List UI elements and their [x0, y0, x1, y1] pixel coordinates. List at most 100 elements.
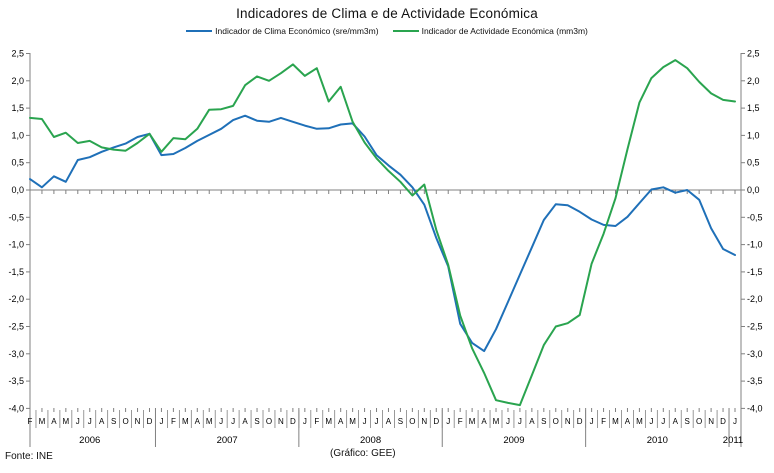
- y-tick-label-right: -4,0: [747, 403, 763, 413]
- month-letter: D: [290, 417, 296, 426]
- month-letter: A: [338, 417, 344, 426]
- month-letter: F: [28, 417, 33, 426]
- clima-line-swatch-icon: [186, 30, 213, 32]
- month-letter: A: [386, 417, 392, 426]
- y-tick-label-left: -3,0: [8, 349, 24, 359]
- month-letter: J: [506, 417, 510, 426]
- month-letter: J: [303, 417, 307, 426]
- y-tick-label-right: -2,0: [747, 294, 763, 304]
- month-letter: J: [733, 417, 737, 426]
- y-tick-label-right: 2,5: [747, 49, 760, 59]
- y-tick-label-right: -3,0: [747, 349, 763, 359]
- month-letter: J: [661, 417, 665, 426]
- y-tick-label-left: -1,5: [8, 267, 24, 277]
- year-label: 2010: [647, 435, 668, 446]
- month-letter: A: [625, 417, 631, 426]
- month-letter: A: [673, 417, 679, 426]
- year-label: 2007: [217, 435, 238, 446]
- month-letter: N: [421, 417, 427, 426]
- month-letter: A: [481, 417, 487, 426]
- year-label: 2009: [503, 435, 524, 446]
- month-letter: S: [398, 417, 403, 426]
- month-letter: S: [541, 417, 546, 426]
- y-tick-label-right: 1,0: [747, 130, 760, 140]
- y-tick-label-left: -1,0: [8, 240, 24, 250]
- month-letter: J: [590, 417, 594, 426]
- y-tick-label-right: -1,0: [747, 240, 763, 250]
- month-letter: A: [242, 417, 248, 426]
- month-letter: J: [159, 417, 163, 426]
- month-letter: A: [195, 417, 201, 426]
- y-tick-label-left: 1,5: [11, 103, 24, 113]
- month-letter: M: [349, 417, 356, 426]
- month-letter: O: [122, 417, 128, 426]
- month-letter: F: [458, 417, 463, 426]
- y-tick-label-left: 0,0: [11, 185, 24, 195]
- month-letter: N: [565, 417, 571, 426]
- month-letter: F: [171, 417, 176, 426]
- month-letter: A: [51, 417, 57, 426]
- year-label: 2006: [79, 435, 100, 446]
- month-letter: D: [577, 417, 583, 426]
- y-tick-label-right: 0,0: [747, 185, 760, 195]
- year-label: 2011: [723, 435, 743, 446]
- month-letter: S: [254, 417, 259, 426]
- y-tick-label-right: -0,5: [747, 212, 763, 222]
- y-tick-label-left: -0,5: [8, 212, 24, 222]
- actividade-line-swatch-icon: [392, 30, 419, 32]
- year-label: 2008: [360, 435, 381, 446]
- month-letter: F: [601, 417, 606, 426]
- month-letter: J: [518, 417, 522, 426]
- legend-item-actividade: Indicador de Actividade Económica (mm3m): [392, 26, 588, 36]
- month-letter: A: [99, 417, 105, 426]
- y-tick-label-left: -2,0: [8, 294, 24, 304]
- y-tick-label-right: 0,5: [747, 158, 760, 168]
- month-letter: M: [469, 417, 476, 426]
- month-letter: M: [493, 417, 500, 426]
- month-letter: J: [219, 417, 223, 426]
- month-letter: M: [182, 417, 189, 426]
- month-letter: D: [720, 417, 726, 426]
- y-tick-label-right: 1,5: [747, 103, 760, 113]
- month-letter: J: [446, 417, 450, 426]
- y-tick-label-left: 2,0: [11, 76, 24, 86]
- legend-label-actividade: Indicador de Actividade Económica (mm3m): [421, 26, 588, 36]
- month-letter: M: [206, 417, 213, 426]
- month-letter: M: [63, 417, 70, 426]
- legend: Indicador de Clima Económico (sre/mm3m) …: [0, 26, 774, 36]
- month-letter: N: [135, 417, 141, 426]
- month-letter: O: [696, 417, 702, 426]
- month-letter: M: [636, 417, 643, 426]
- clima-series-line: [29, 114, 736, 353]
- month-letter: M: [612, 417, 619, 426]
- month-letter: A: [529, 417, 535, 426]
- month-letter: J: [76, 417, 80, 426]
- actividade-series-line: [29, 59, 736, 407]
- month-letter: J: [375, 417, 379, 426]
- month-letter: F: [314, 417, 319, 426]
- month-letter: S: [685, 417, 690, 426]
- y-tick-label-right: -3,5: [747, 376, 763, 386]
- month-letter: D: [147, 417, 153, 426]
- month-letter: D: [433, 417, 439, 426]
- month-letter: O: [266, 417, 272, 426]
- chart-title: Indicadores de Clima e de Actividade Eco…: [236, 6, 538, 21]
- month-letter: O: [409, 417, 415, 426]
- y-tick-label-right: -2,5: [747, 322, 763, 332]
- month-letter: J: [363, 417, 367, 426]
- footer-source: Fonte: INE: [5, 451, 53, 462]
- month-letter: J: [231, 417, 235, 426]
- legend-label-clima: Indicador de Clima Económico (sre/mm3m): [215, 26, 379, 36]
- month-letter: O: [553, 417, 559, 426]
- y-tick-label-left: 2,5: [11, 49, 24, 59]
- y-tick-label-right: -1,5: [747, 267, 763, 277]
- month-letter: J: [649, 417, 653, 426]
- month-letter: M: [39, 417, 46, 426]
- footer-credit: (Gráfico: GEE): [330, 448, 396, 459]
- y-tick-label-left: -3,5: [8, 376, 24, 386]
- month-letter: N: [708, 417, 714, 426]
- y-tick-label-left: -2,5: [8, 322, 24, 332]
- y-tick-label-left: -4,0: [8, 403, 24, 413]
- month-letter: M: [325, 417, 332, 426]
- y-tick-label-left: 1,0: [11, 130, 24, 140]
